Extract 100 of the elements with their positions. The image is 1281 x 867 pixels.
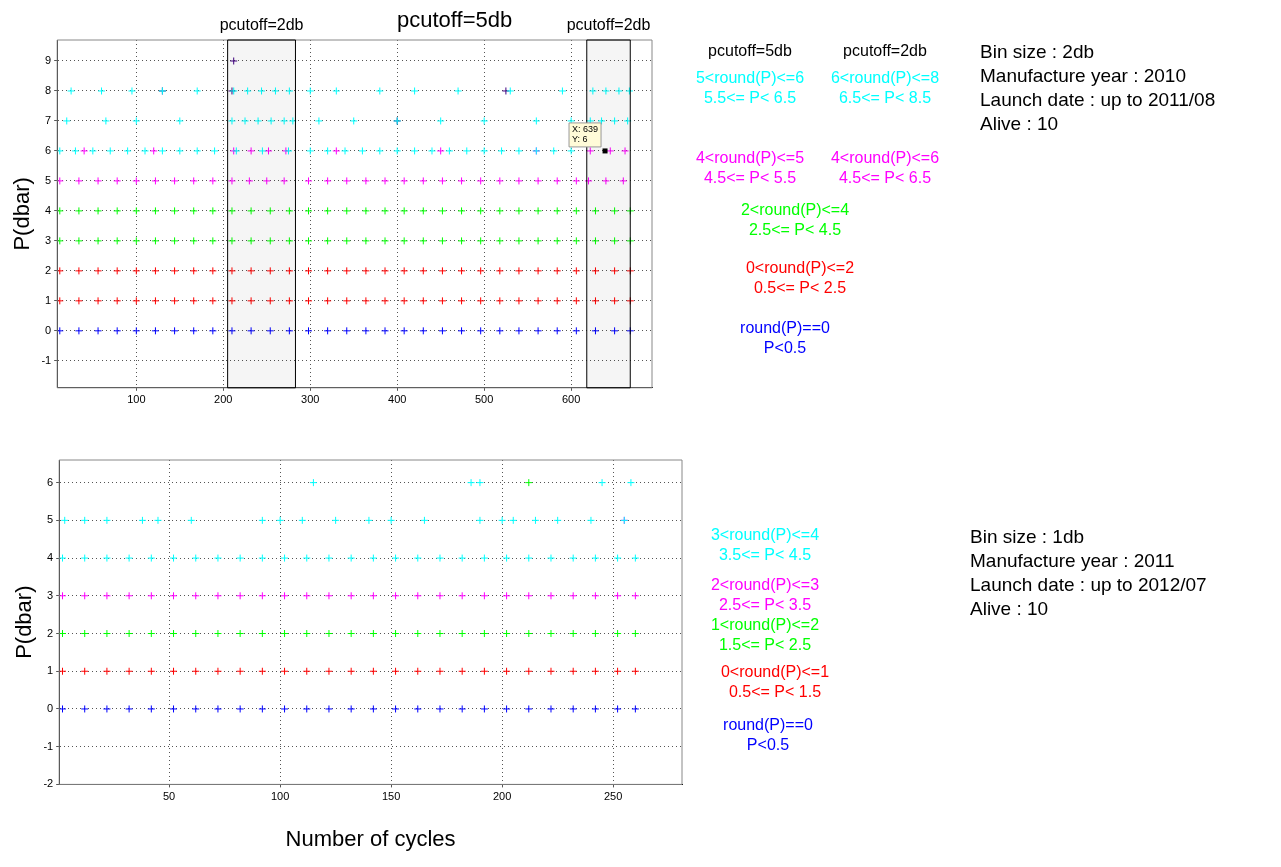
y-tick-label: 5 [47, 513, 54, 526]
text: Launch date : up to 2012/07 [970, 573, 1207, 597]
point [524, 591, 533, 600]
point [547, 667, 555, 676]
point [502, 554, 511, 563]
point [549, 146, 558, 155]
text: 6<round(P)<=8 6.5<= P< 8.5 [830, 68, 940, 108]
point [514, 146, 523, 155]
point [88, 146, 97, 155]
point [324, 591, 333, 600]
point [597, 116, 606, 125]
point [71, 146, 80, 155]
point [502, 704, 511, 713]
y-tick-label: 6 [47, 475, 54, 488]
point [62, 116, 71, 125]
point [141, 146, 150, 155]
point [302, 704, 311, 713]
point [302, 667, 311, 676]
x-axis-title: Number of cycles [285, 825, 456, 851]
point [191, 704, 200, 713]
point [591, 629, 600, 638]
point [213, 591, 222, 600]
text: Alive : 10 [970, 597, 1050, 621]
point [67, 86, 76, 95]
point [60, 516, 69, 525]
point [102, 629, 111, 638]
x-tick-label: 500 [474, 393, 494, 406]
point [534, 326, 543, 335]
point [267, 116, 276, 125]
point [480, 591, 489, 600]
point [302, 554, 311, 563]
point [458, 704, 467, 713]
point [332, 86, 341, 95]
point [435, 554, 444, 563]
point [419, 176, 428, 185]
point [534, 176, 543, 185]
point [480, 116, 489, 125]
point [524, 667, 533, 676]
point [302, 591, 311, 600]
point [102, 591, 111, 600]
point [102, 667, 111, 676]
point [501, 86, 510, 95]
point [506, 86, 515, 95]
point [375, 146, 384, 155]
point [391, 554, 400, 563]
point [80, 146, 89, 155]
text: pcutoff=2db [843, 42, 927, 60]
point [213, 629, 222, 638]
point [266, 326, 275, 335]
point [280, 667, 289, 676]
point [94, 326, 103, 335]
point [236, 667, 245, 676]
point [102, 554, 111, 563]
point [271, 86, 280, 95]
point [436, 146, 445, 155]
point [324, 704, 333, 713]
point [175, 116, 184, 125]
point [457, 176, 466, 185]
point [347, 591, 356, 600]
point [306, 146, 315, 155]
point [413, 704, 422, 713]
point [342, 176, 351, 185]
point [631, 554, 640, 563]
point [193, 86, 202, 95]
point [475, 516, 484, 525]
x-tick-label: 600 [561, 393, 581, 406]
point [306, 86, 315, 95]
point [553, 516, 562, 525]
x-tick-label: 400 [388, 393, 407, 406]
point [502, 629, 511, 638]
point [502, 667, 511, 676]
point [524, 478, 533, 487]
text: round(P)==0 P<0.5 [723, 715, 813, 755]
text: round(P)==0 P<0.5 [740, 318, 830, 358]
point [610, 116, 619, 125]
point [391, 667, 400, 676]
point [480, 146, 489, 155]
point [369, 554, 378, 563]
point [213, 667, 222, 676]
point [97, 86, 106, 95]
point [74, 176, 83, 185]
point [435, 667, 444, 676]
y-tick-label: 2 [45, 263, 52, 276]
point [331, 516, 340, 525]
point [57, 146, 64, 155]
point [391, 704, 400, 713]
point [258, 591, 267, 600]
y-tick-label: -1 [41, 353, 52, 366]
y-tick-label: 7 [45, 113, 52, 126]
point [280, 629, 289, 638]
point [613, 667, 622, 676]
text: Manufacture year : 2011 [970, 549, 1176, 573]
point [569, 629, 578, 638]
text: pcutoff=5db [708, 42, 792, 60]
point [547, 554, 555, 563]
point [170, 176, 179, 185]
point [524, 629, 533, 638]
point [80, 667, 89, 676]
point [332, 146, 341, 155]
point [369, 591, 378, 600]
